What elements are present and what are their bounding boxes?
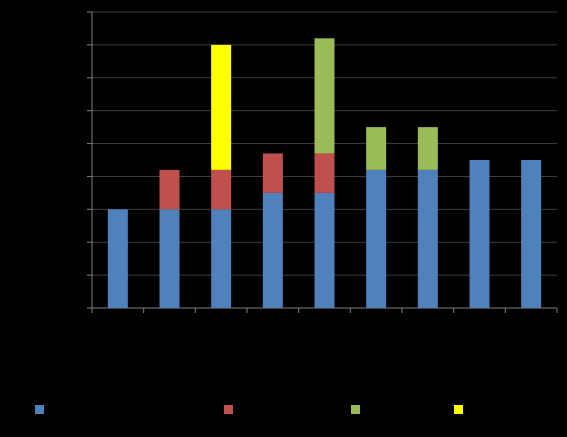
bar-segment [366, 169, 387, 308]
bar-segment [159, 169, 180, 210]
bar-segment [314, 192, 335, 308]
bar-segment [262, 192, 283, 308]
legend-marker [35, 405, 44, 414]
bar-segment [211, 44, 232, 170]
bar-segment [314, 153, 335, 193]
bar-segment [211, 169, 232, 210]
bar-segment [417, 169, 438, 308]
bar-segment [107, 209, 128, 308]
legend-marker [454, 405, 463, 414]
bar-segment [314, 38, 335, 154]
bar-segment [159, 209, 180, 308]
bar-segment [262, 153, 283, 193]
bar-segment [417, 127, 438, 170]
bar-segment [211, 209, 232, 308]
legend-marker [351, 405, 360, 414]
bar-segment [521, 160, 542, 308]
legend-marker [224, 405, 233, 414]
bar-segment [469, 160, 490, 308]
bar-segment [366, 127, 387, 170]
